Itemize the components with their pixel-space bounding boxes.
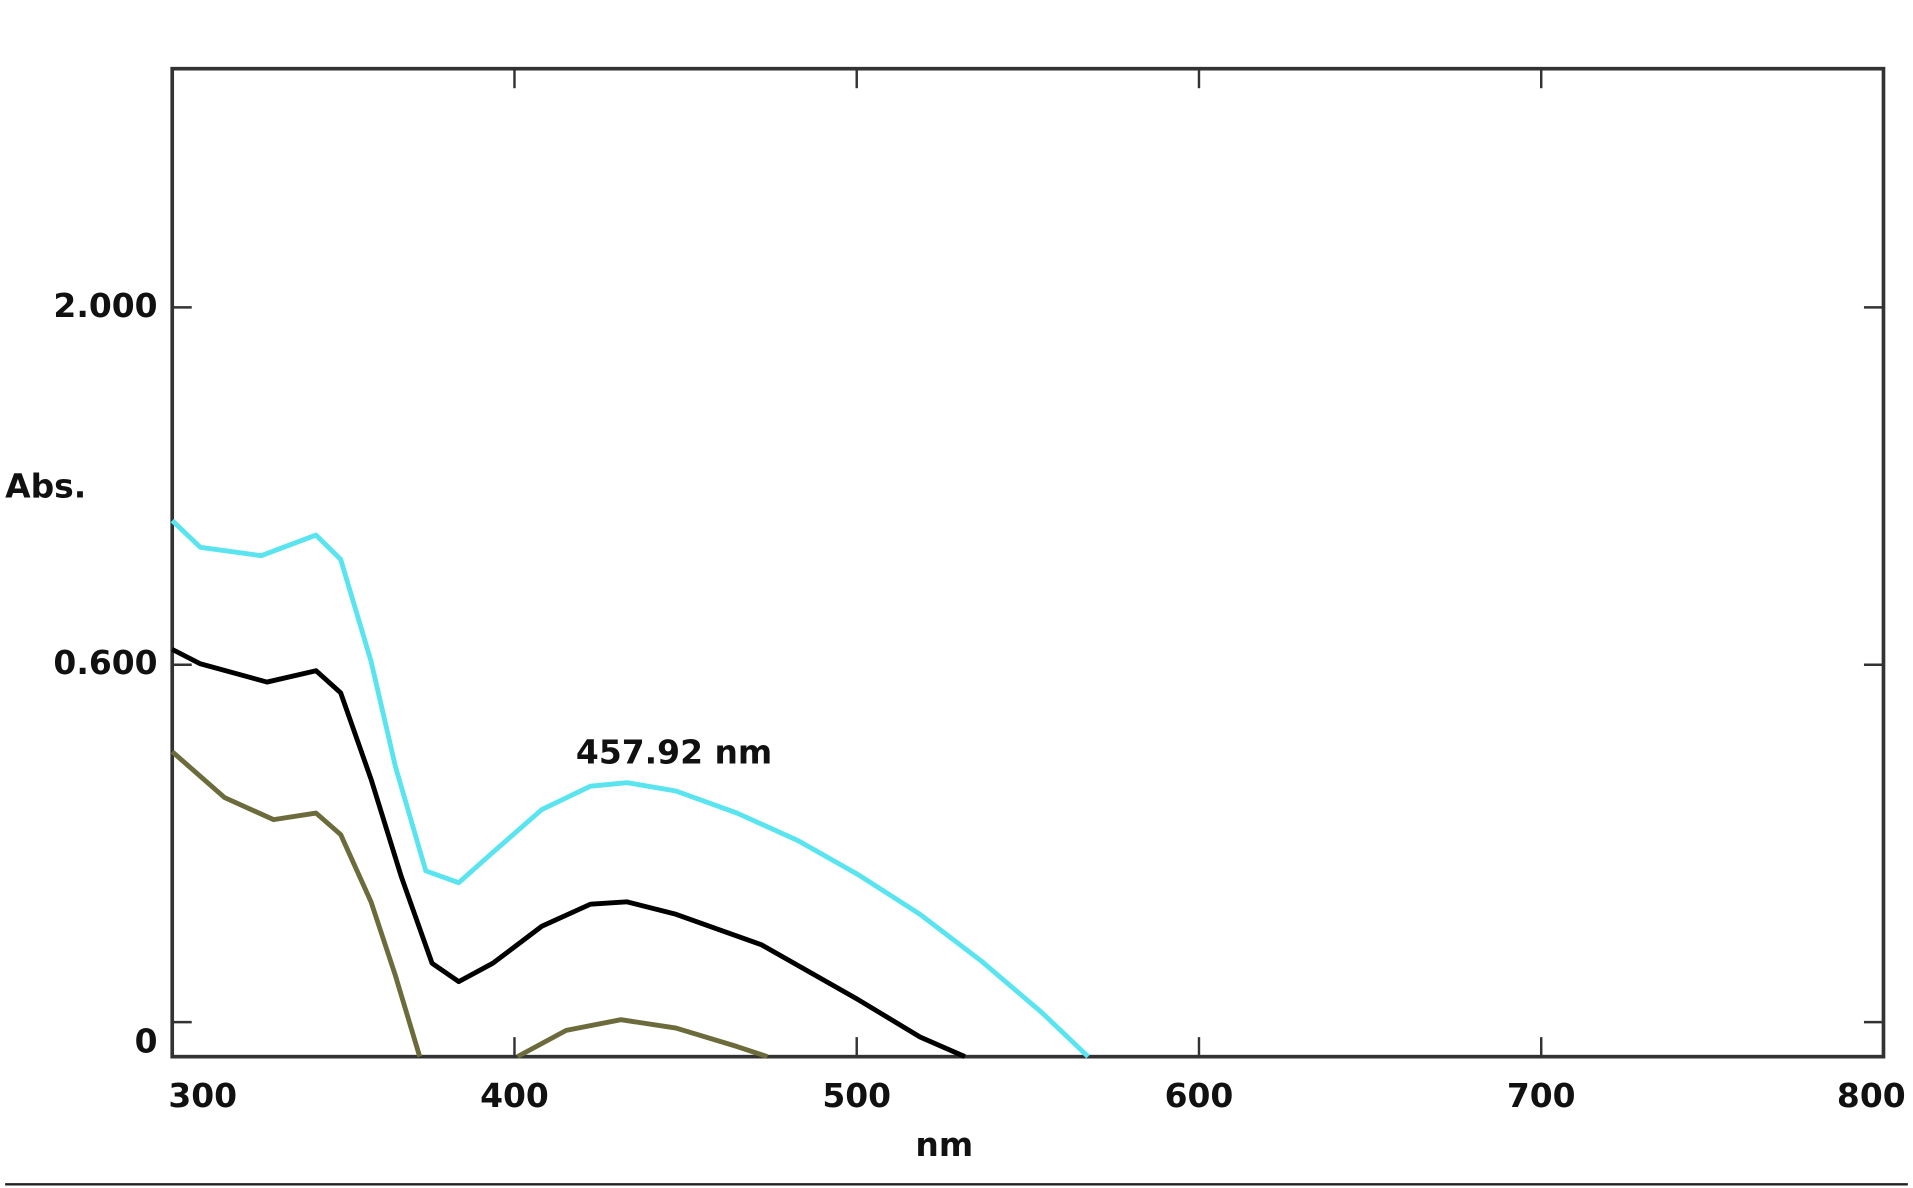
x-tick-label: 800 [1837, 1076, 1906, 1115]
x-tick-label: 700 [1507, 1076, 1576, 1115]
y-tick-label: 2.000 [53, 286, 157, 325]
annotation: 457.92 nm [576, 732, 772, 771]
x-tick-label: 600 [1165, 1076, 1234, 1115]
data-line [170, 518, 1090, 1059]
y-tick-label: 0.600 [53, 643, 157, 682]
x-tick-label: 300 [168, 1076, 237, 1115]
data-line [170, 749, 769, 1059]
x-axis-label: nm [915, 1125, 973, 1164]
y-axis-label: Abs. [5, 466, 86, 505]
x-tick-label: 500 [822, 1076, 891, 1115]
y-tick-label: 0 [135, 1021, 158, 1060]
data-line [171, 647, 966, 1059]
plot-frame [170, 66, 1886, 1059]
x-tick-label: 400 [480, 1076, 549, 1115]
